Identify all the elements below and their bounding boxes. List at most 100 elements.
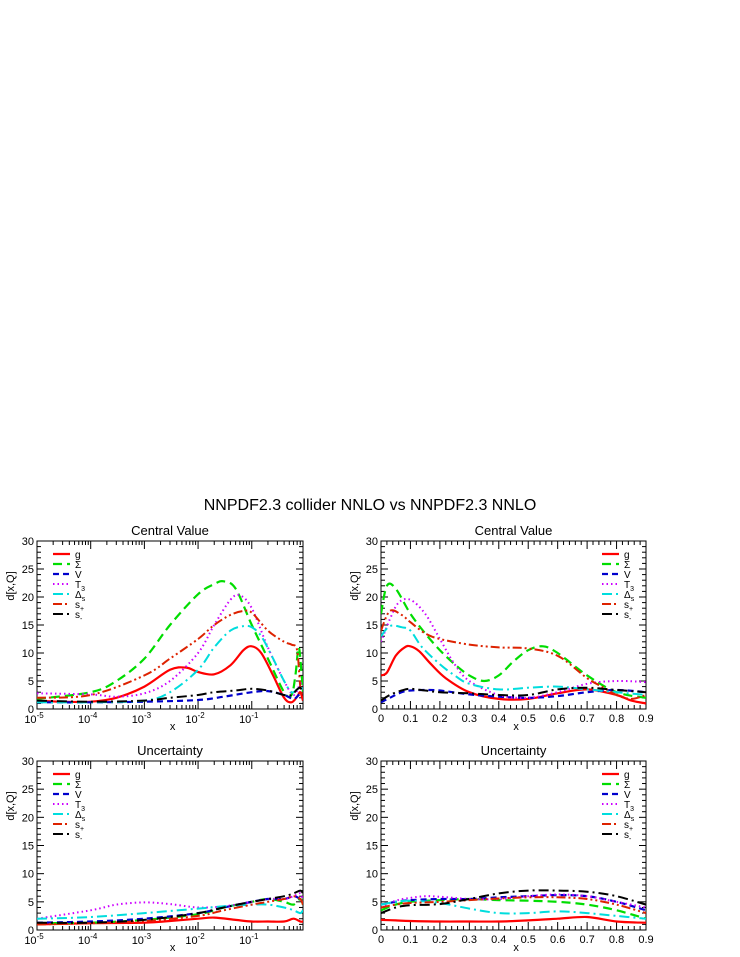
legend-label: Σ xyxy=(624,560,630,571)
panel-title: Uncertainty xyxy=(481,743,547,758)
y-tick-label: 15 xyxy=(366,620,378,632)
x-tick-label: 0.7 xyxy=(579,934,594,946)
panel-title: Central Value xyxy=(131,523,209,538)
legend-label: T3 xyxy=(75,800,85,813)
x-tick-label: 10-3 xyxy=(132,932,152,947)
x-tick-label: 0 xyxy=(378,713,384,725)
legend-label: g xyxy=(624,550,630,561)
y-axis-label: d[x,Q] xyxy=(349,571,361,600)
x-tick-label: 10-5 xyxy=(24,711,44,726)
x-tick-label: 0.8 xyxy=(609,934,624,946)
x-tick-label: 0.3 xyxy=(462,934,477,946)
series-line-s+ xyxy=(381,896,646,915)
series-line-s- xyxy=(381,889,646,915)
x-tick-label: 0.9 xyxy=(638,934,653,946)
x-tick-label: 0.5 xyxy=(521,713,536,725)
y-tick-label: 5 xyxy=(372,676,378,688)
x-axis-label: x xyxy=(513,942,519,954)
legend-label: Σ xyxy=(75,560,81,571)
legend-label: Δs xyxy=(75,810,86,823)
legend-label: g xyxy=(75,550,81,561)
series-line-V xyxy=(37,689,303,704)
legend-label: V xyxy=(75,570,82,581)
panel-title: Central Value xyxy=(475,523,553,538)
series-line-Δs xyxy=(381,624,646,696)
legend-label: s+ xyxy=(624,600,633,613)
series-line-s- xyxy=(37,889,303,924)
x-tick-label: 0.1 xyxy=(403,934,418,946)
x-tick-label: 10-1 xyxy=(239,711,259,726)
series-line-V xyxy=(381,688,646,704)
x-tick-label: 10-4 xyxy=(78,932,98,947)
x-tick-label: 0.3 xyxy=(462,713,477,725)
series-line-Σ xyxy=(37,580,303,700)
x-tick-label: 0.5 xyxy=(521,934,536,946)
x-axis-label: x xyxy=(170,942,176,954)
x-tick-label: 10-2 xyxy=(185,711,205,726)
x-axis-label: x xyxy=(513,721,519,733)
y-tick-label: 15 xyxy=(22,620,34,632)
x-tick-label: 0 xyxy=(378,934,384,946)
x-tick-label: 0.1 xyxy=(403,713,418,725)
x-tick-label: 10-5 xyxy=(24,932,44,947)
legend-label: s- xyxy=(75,830,83,843)
panel-central-log: Central Value d[x,Q] x 0 5 10 15 20 25 30 10-5 10-4… xyxy=(5,523,304,733)
x-tick-label: 10-4 xyxy=(78,711,98,726)
x-axis-label: x xyxy=(170,721,176,733)
legend-label: s+ xyxy=(75,820,84,833)
series-line-s+ xyxy=(37,895,303,926)
y-tick-label: 10 xyxy=(366,869,378,881)
y-tick-label: 15 xyxy=(22,841,34,853)
series-line-g xyxy=(37,645,303,704)
legend-label: s- xyxy=(75,610,83,623)
legend-label: V xyxy=(75,790,82,801)
legend-label: s+ xyxy=(75,600,84,613)
series-line-Δs xyxy=(381,899,646,920)
x-tick-label: 10-3 xyxy=(132,711,152,726)
legend-label: T3 xyxy=(624,800,634,813)
plot-frame xyxy=(380,540,647,710)
y-tick-label: 10 xyxy=(22,869,34,881)
figure-title: NNPDF2.3 collider NNLO vs NNPDF2.3 NNLO xyxy=(204,497,537,514)
y-axis-label: d[x,Q] xyxy=(349,791,361,820)
series-line-Δs xyxy=(37,624,303,704)
y-tick-label: 5 xyxy=(28,676,34,688)
x-tick-label: 0.9 xyxy=(638,713,653,725)
x-tick-label: 10-1 xyxy=(239,932,259,947)
legend-label: Σ xyxy=(624,780,630,791)
panel-central-linear: Central Value d[x,Q] x 0 5 10 15 20 25 30 0 0.1 0.2 0… xyxy=(349,523,654,733)
legend-label: V xyxy=(624,790,631,801)
x-tick-label: 10-2 xyxy=(185,932,205,947)
y-tick-label: 25 xyxy=(22,564,34,576)
y-tick-label: 25 xyxy=(22,784,34,796)
y-tick-label: 5 xyxy=(372,897,378,909)
y-tick-label: 10 xyxy=(366,648,378,660)
y-tick-label: 20 xyxy=(22,592,34,604)
y-axis-label: d[x,Q] xyxy=(5,791,17,820)
y-tick-label: 0 xyxy=(372,925,378,937)
y-tick-label: 30 xyxy=(22,536,34,548)
legend-label: V xyxy=(624,570,631,581)
legend-label: s+ xyxy=(624,820,633,833)
x-tick-label: 0.4 xyxy=(491,934,506,946)
series-line-s+ xyxy=(381,609,646,700)
series-line-s- xyxy=(381,686,646,702)
y-axis-label: d[x,Q] xyxy=(5,571,17,600)
y-tick-label: 0 xyxy=(28,925,34,937)
legend-label: g xyxy=(75,770,81,781)
y-tick-label: 25 xyxy=(366,784,378,796)
panel-uncertainty-log: Uncertainty d[x,Q] x 0 5 10 15 20 25 30 10-5 10-4 10… xyxy=(5,743,304,954)
y-tick-label: 0 xyxy=(28,704,34,716)
y-tick-label: 5 xyxy=(28,897,34,909)
legend-label: Σ xyxy=(75,780,81,791)
y-tick-label: 30 xyxy=(22,756,34,768)
x-tick-label: 0.2 xyxy=(432,934,447,946)
panel-uncertainty-linear: Uncertainty d[x,Q] x 0 5 10 15 20 25 30 0 0.1 0.2 0.3… xyxy=(349,743,654,954)
legend-label: Δs xyxy=(624,810,635,823)
legend-label: Δs xyxy=(624,590,635,603)
x-tick-label: 0.2 xyxy=(432,713,447,725)
y-tick-label: 20 xyxy=(366,592,378,604)
x-tick-label: 0.7 xyxy=(579,713,594,725)
y-tick-label: 0 xyxy=(372,704,378,716)
